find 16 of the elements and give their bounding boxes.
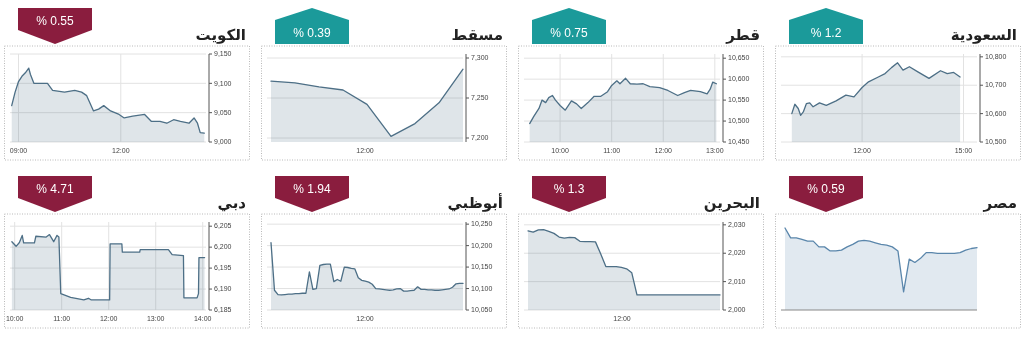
text: % 1.3 bbox=[553, 182, 585, 196]
chart-title: مسقط bbox=[451, 26, 503, 44]
text: % 1.94 bbox=[293, 182, 332, 196]
text: % 0.39 bbox=[293, 26, 332, 40]
text: % 1.2 bbox=[810, 26, 842, 40]
chart-title: السعودية bbox=[950, 26, 1017, 44]
text: % 0.75 bbox=[550, 26, 589, 40]
chart-title: الكويت bbox=[195, 26, 246, 44]
chart-title: دبي bbox=[217, 194, 247, 212]
chart-title: قطر bbox=[725, 26, 760, 44]
text: % 0.55 bbox=[36, 14, 75, 28]
chart-title: مصر bbox=[982, 194, 1017, 212]
chart-title: أبوظبي bbox=[447, 193, 503, 212]
chart-title: البحرين bbox=[703, 194, 760, 212]
text: % 4.71 bbox=[36, 182, 75, 196]
text: % 0.59 bbox=[807, 182, 846, 196]
